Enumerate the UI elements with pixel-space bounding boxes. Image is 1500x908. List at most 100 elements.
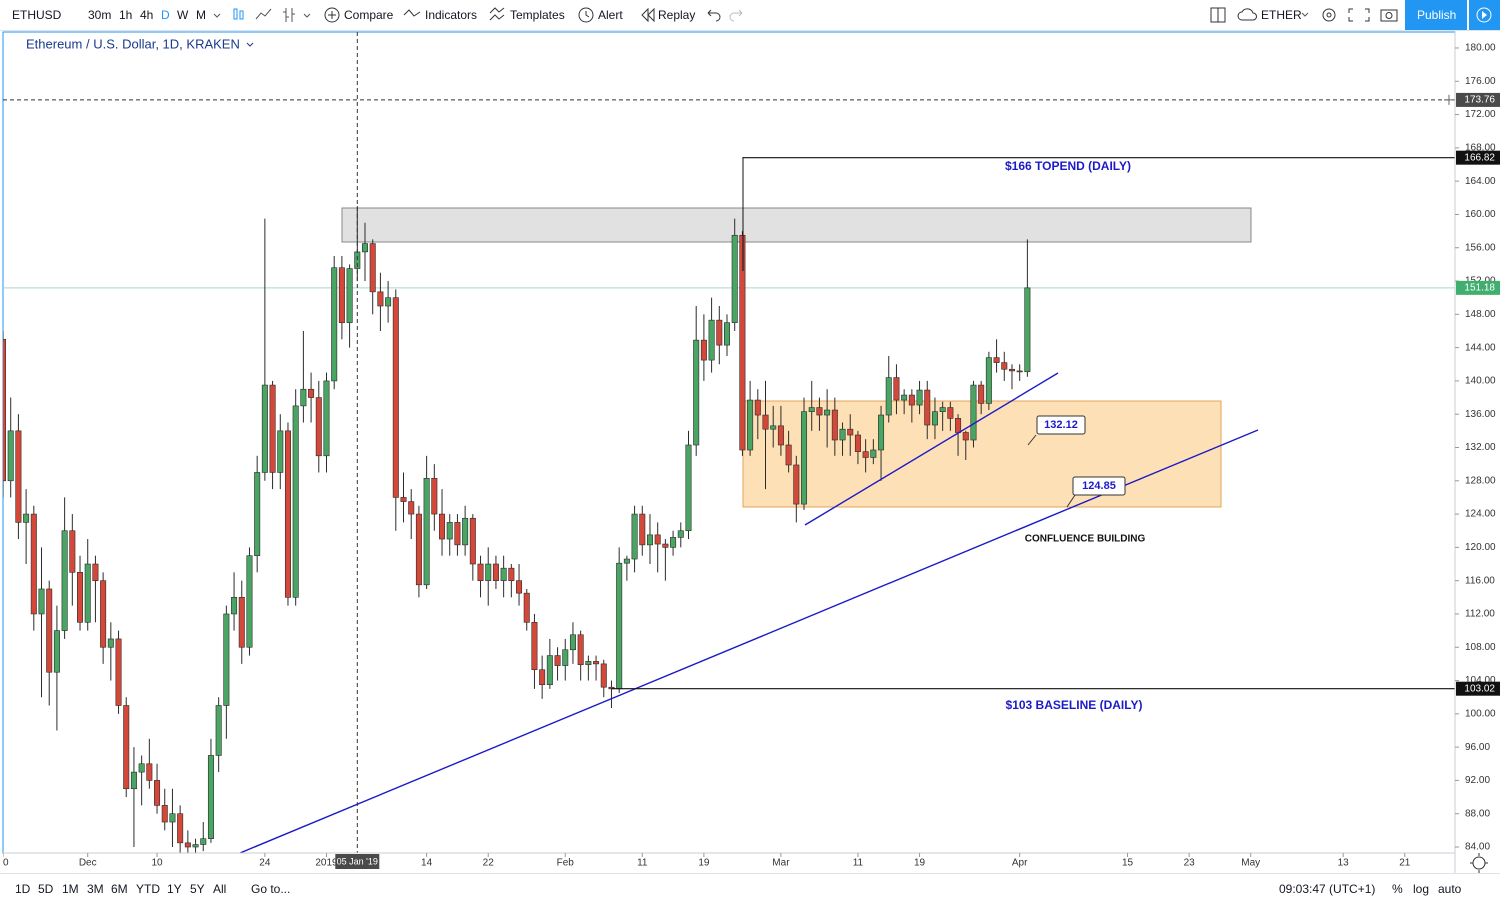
candle-body — [123, 705, 130, 790]
toolbar-icons[interactable] — [212, 5, 322, 25]
settings-icon[interactable] — [1470, 853, 1488, 873]
indicators-button[interactable]: Indicators — [425, 8, 478, 22]
auto-toggle[interactable]: auto — [1438, 882, 1462, 896]
y-tick-label: 164.00 — [1465, 176, 1496, 187]
bottom-bar: 1D 5D 1M 3M 6M YTD 1Y 5Y All Go to... 09… — [0, 873, 1500, 908]
cloud-icon[interactable] — [1237, 5, 1259, 25]
interval[interactable]: 1h — [119, 8, 133, 22]
candle-body — [3, 338, 6, 482]
alert-button[interactable]: Alert — [598, 8, 623, 22]
y-tick-label: 104.00 — [1465, 675, 1496, 686]
symbol[interactable]: ETHUSD — [12, 8, 62, 22]
candle-body — [716, 319, 723, 346]
interval[interactable]: M — [196, 8, 206, 22]
templates-button[interactable]: Templates — [510, 8, 565, 22]
candle-body — [107, 638, 114, 648]
candle-body — [955, 418, 962, 433]
play-icon[interactable] — [1469, 0, 1500, 30]
range-button[interactable]: 3M — [87, 882, 104, 896]
range-button[interactable]: 5Y — [190, 882, 205, 896]
log-toggle[interactable]: log — [1413, 882, 1430, 896]
candle-body — [223, 613, 230, 706]
candle-body — [15, 430, 22, 523]
candle-body — [361, 243, 368, 253]
candle-body — [46, 588, 53, 673]
range-button[interactable]: 1M — [62, 882, 79, 896]
candle-body — [454, 522, 461, 546]
x-tick-label: 22 — [483, 858, 495, 869]
interval[interactable]: W — [177, 8, 189, 22]
publish-button[interactable]: Publish — [1405, 0, 1467, 30]
candle-body — [770, 425, 777, 430]
candle-body — [308, 388, 315, 398]
candle-body — [192, 844, 199, 848]
candles — [3, 206, 1031, 853]
interval[interactable]: 30m — [88, 8, 112, 22]
range-button[interactable]: 1Y — [167, 882, 182, 896]
range-button[interactable]: 1D — [15, 882, 31, 896]
candle-body — [1024, 287, 1031, 373]
candle-body — [284, 430, 291, 598]
candle-body — [200, 838, 207, 845]
candle-body — [962, 432, 969, 441]
candle-body — [685, 444, 692, 532]
candle-body — [539, 669, 546, 686]
range-button[interactable]: 6M — [111, 882, 128, 896]
candle-body — [177, 813, 184, 844]
replay-button[interactable]: Replay — [658, 8, 696, 22]
title-dropdown[interactable] — [246, 42, 254, 47]
publish-label[interactable]: Publish — [1417, 8, 1457, 22]
range-button[interactable]: All — [213, 882, 227, 896]
x-tick-label: 19 — [914, 858, 926, 869]
indicators-icon[interactable] — [403, 5, 423, 25]
replay-icon[interactable] — [640, 5, 656, 25]
candle-body — [254, 472, 261, 556]
trendline — [804, 372, 1059, 526]
account-button[interactable]: ETHER — [1261, 8, 1302, 22]
candle-body — [246, 555, 253, 648]
candle-body — [184, 842, 191, 848]
candle-body — [878, 414, 885, 451]
undo-redo[interactable] — [705, 5, 745, 25]
candle-body — [400, 497, 407, 502]
candle-body — [154, 780, 161, 806]
candle-body — [831, 409, 838, 441]
candle-body — [654, 534, 661, 545]
crosshair-x-box — [335, 854, 380, 869]
candle-body — [916, 389, 923, 406]
price-label-box — [1456, 681, 1500, 696]
clock: 09:03:47 (UTC+1) — [1279, 882, 1376, 896]
templates-icon[interactable] — [488, 5, 508, 25]
x-tick-label: Feb — [557, 858, 575, 869]
range-button[interactable]: YTD — [136, 882, 160, 896]
goto-button[interactable]: Go to... — [251, 882, 291, 896]
candle-body — [462, 517, 469, 546]
play-button[interactable] — [1469, 0, 1500, 30]
alert-icon[interactable] — [577, 5, 597, 25]
right-icons[interactable] — [1300, 5, 1400, 25]
interval[interactable]: D — [161, 8, 170, 22]
compare-icon[interactable] — [323, 5, 341, 25]
candle-body — [469, 517, 476, 565]
candle-body — [408, 501, 415, 515]
axes: 84.00 88.00 92.00 96.00 100.00 104.00 108.00 11… — [3, 43, 1500, 869]
range-button[interactable]: 5D — [38, 882, 54, 896]
y-tick-label: 172.00 — [1465, 109, 1496, 120]
candle-body — [723, 322, 730, 346]
candle-body — [231, 597, 238, 615]
interval[interactable]: 4h — [140, 8, 154, 22]
candle-body — [908, 394, 915, 406]
layout-icon[interactable] — [1209, 5, 1227, 25]
percent-toggle[interactable]: % — [1392, 882, 1403, 896]
candle-body — [893, 377, 900, 401]
candle-body — [508, 567, 515, 581]
compare-button[interactable]: Compare — [344, 8, 394, 22]
candle-body — [315, 397, 322, 457]
candle-body — [100, 580, 107, 648]
candle-body — [947, 407, 954, 419]
price-label-box — [1456, 150, 1500, 165]
candle-body — [485, 563, 492, 581]
x-tick-label: 21 — [1399, 858, 1411, 869]
candle-body — [207, 755, 214, 839]
candle-body — [577, 634, 584, 666]
